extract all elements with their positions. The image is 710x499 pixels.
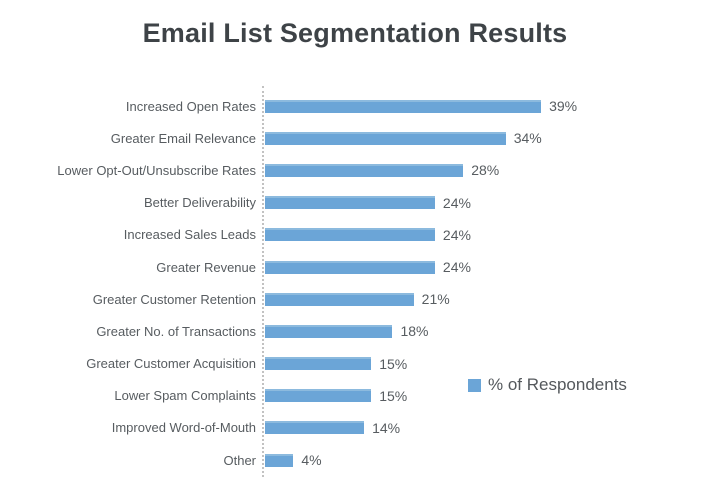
legend: % of Respondents: [468, 375, 627, 395]
value-label: 14%: [372, 419, 401, 436]
chart-row: Greater Customer Acquisition 15%: [0, 348, 710, 380]
value-label: 39%: [549, 98, 578, 115]
value-label: 4%: [301, 452, 322, 469]
category-label: Greater Revenue: [156, 259, 256, 275]
chart-row: Other 4%: [0, 444, 710, 476]
chart-row: Greater Customer Retention 21%: [0, 283, 710, 315]
category-label: Increased Open Rates: [125, 98, 256, 114]
legend-label: % of Respondents: [488, 375, 627, 394]
value-label: 21%: [421, 291, 450, 308]
value-label: 34%: [513, 130, 542, 147]
bar: [265, 228, 435, 242]
chart-row: Lower Spam Complaints 15%: [0, 380, 710, 412]
chart-title: Email List Segmentation Results: [142, 18, 568, 48]
category-label: Better Deliverability: [144, 195, 256, 211]
bar: [265, 99, 542, 113]
bar: [265, 131, 506, 145]
category-axis-line: [262, 86, 264, 477]
bar: [265, 163, 464, 177]
chart-row: Increased Open Rates 39%: [0, 90, 710, 122]
chart-row: Lower Opt-Out/Unsubscribe Rates 28%: [0, 154, 710, 186]
category-label: Greater Customer Retention: [92, 291, 256, 307]
value-label: 24%: [442, 259, 471, 276]
category-label: Increased Sales Leads: [123, 227, 256, 243]
value-label: 15%: [379, 355, 408, 372]
bar: [265, 453, 294, 467]
bar: [265, 260, 435, 274]
category-label: Improved Word-of-Mouth: [111, 420, 256, 436]
chart-row: Increased Sales Leads 24%: [0, 219, 710, 251]
category-label: Lower Opt-Out/Unsubscribe Rates: [57, 162, 256, 178]
bar: [265, 324, 393, 338]
category-label: Lower Spam Complaints: [114, 388, 256, 404]
bar: [265, 292, 414, 306]
category-label: Greater Email Relevance: [110, 130, 256, 146]
chart-row: Greater No. of Transactions 18%: [0, 315, 710, 347]
bar: [265, 196, 435, 210]
value-label: 18%: [400, 323, 429, 340]
value-label: 15%: [379, 387, 408, 404]
legend-swatch-icon: [468, 378, 481, 392]
chart-row: Greater Revenue 24%: [0, 251, 710, 283]
bar: [265, 389, 372, 403]
chart-row: Greater Email Relevance 34%: [0, 122, 710, 154]
value-label: 24%: [442, 194, 471, 211]
bar: [265, 421, 365, 435]
value-label: 24%: [442, 226, 471, 243]
category-label: Greater Customer Acquisition: [86, 356, 256, 372]
chart-rows: Increased Open Rates 39% Greater Email Rel…: [0, 90, 710, 476]
chart-row: Better Deliverability 24%: [0, 187, 710, 219]
category-label: Other: [223, 452, 256, 468]
category-label: Greater No. of Transactions: [96, 323, 256, 339]
chart-row: Improved Word-of-Mouth 14%: [0, 412, 710, 444]
bar: [265, 357, 372, 371]
value-label: 28%: [471, 162, 500, 179]
